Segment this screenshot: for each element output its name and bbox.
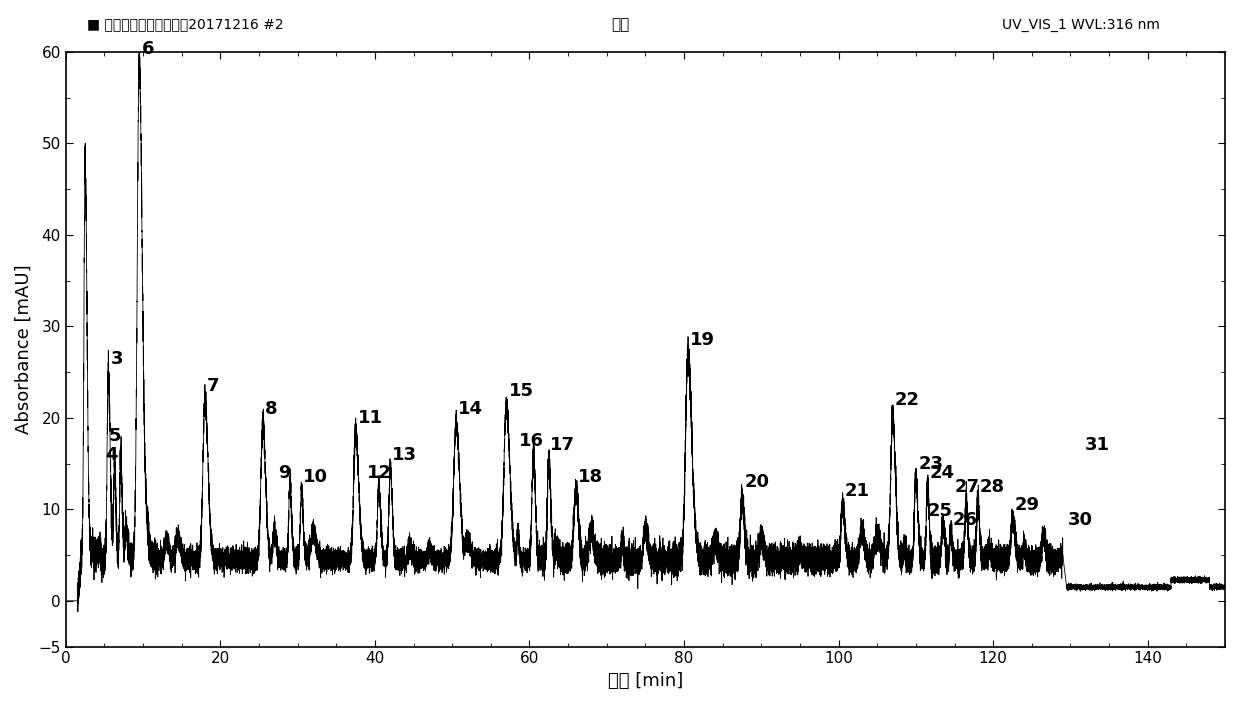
Text: 24: 24: [930, 464, 955, 482]
Text: 全方: 全方: [611, 18, 629, 32]
Text: 23: 23: [918, 455, 944, 473]
Text: 21: 21: [844, 482, 869, 500]
Text: 13: 13: [392, 446, 417, 464]
Text: 16: 16: [520, 432, 544, 450]
Text: 11: 11: [358, 409, 383, 427]
Y-axis label: Absorbance [mAU]: Absorbance [mAU]: [15, 264, 33, 434]
Text: 28: 28: [980, 477, 1004, 496]
Text: 19: 19: [691, 331, 715, 349]
Text: UV_VIS_1 WVL:316 nm: UV_VIS_1 WVL:316 nm: [1002, 18, 1159, 32]
Text: 5: 5: [109, 427, 122, 446]
Text: 8: 8: [265, 400, 278, 418]
Text: 6: 6: [141, 40, 154, 59]
Text: 3: 3: [110, 350, 123, 367]
Text: 22: 22: [895, 391, 920, 409]
Text: 14: 14: [459, 400, 484, 418]
Text: 31: 31: [1084, 436, 1110, 455]
Text: 10: 10: [303, 468, 329, 486]
Text: 15: 15: [508, 381, 533, 400]
Text: 25: 25: [928, 502, 952, 520]
Text: 27: 27: [955, 477, 980, 496]
Text: 7: 7: [207, 377, 219, 395]
Text: 17: 17: [551, 436, 575, 455]
Text: 20: 20: [744, 473, 769, 491]
Text: 29: 29: [1014, 496, 1040, 514]
Text: 26: 26: [952, 511, 977, 529]
Text: ■ 一贯煎指纹图谱峰指认20171216 #2: ■ 一贯煎指纹图谱峰指认20171216 #2: [87, 18, 284, 32]
Text: 9: 9: [278, 464, 291, 482]
Text: 18: 18: [578, 468, 604, 486]
Text: 4: 4: [105, 446, 118, 464]
X-axis label: 时间 [min]: 时间 [min]: [608, 672, 683, 690]
Text: 12: 12: [367, 464, 392, 482]
Text: 30: 30: [1068, 511, 1092, 529]
